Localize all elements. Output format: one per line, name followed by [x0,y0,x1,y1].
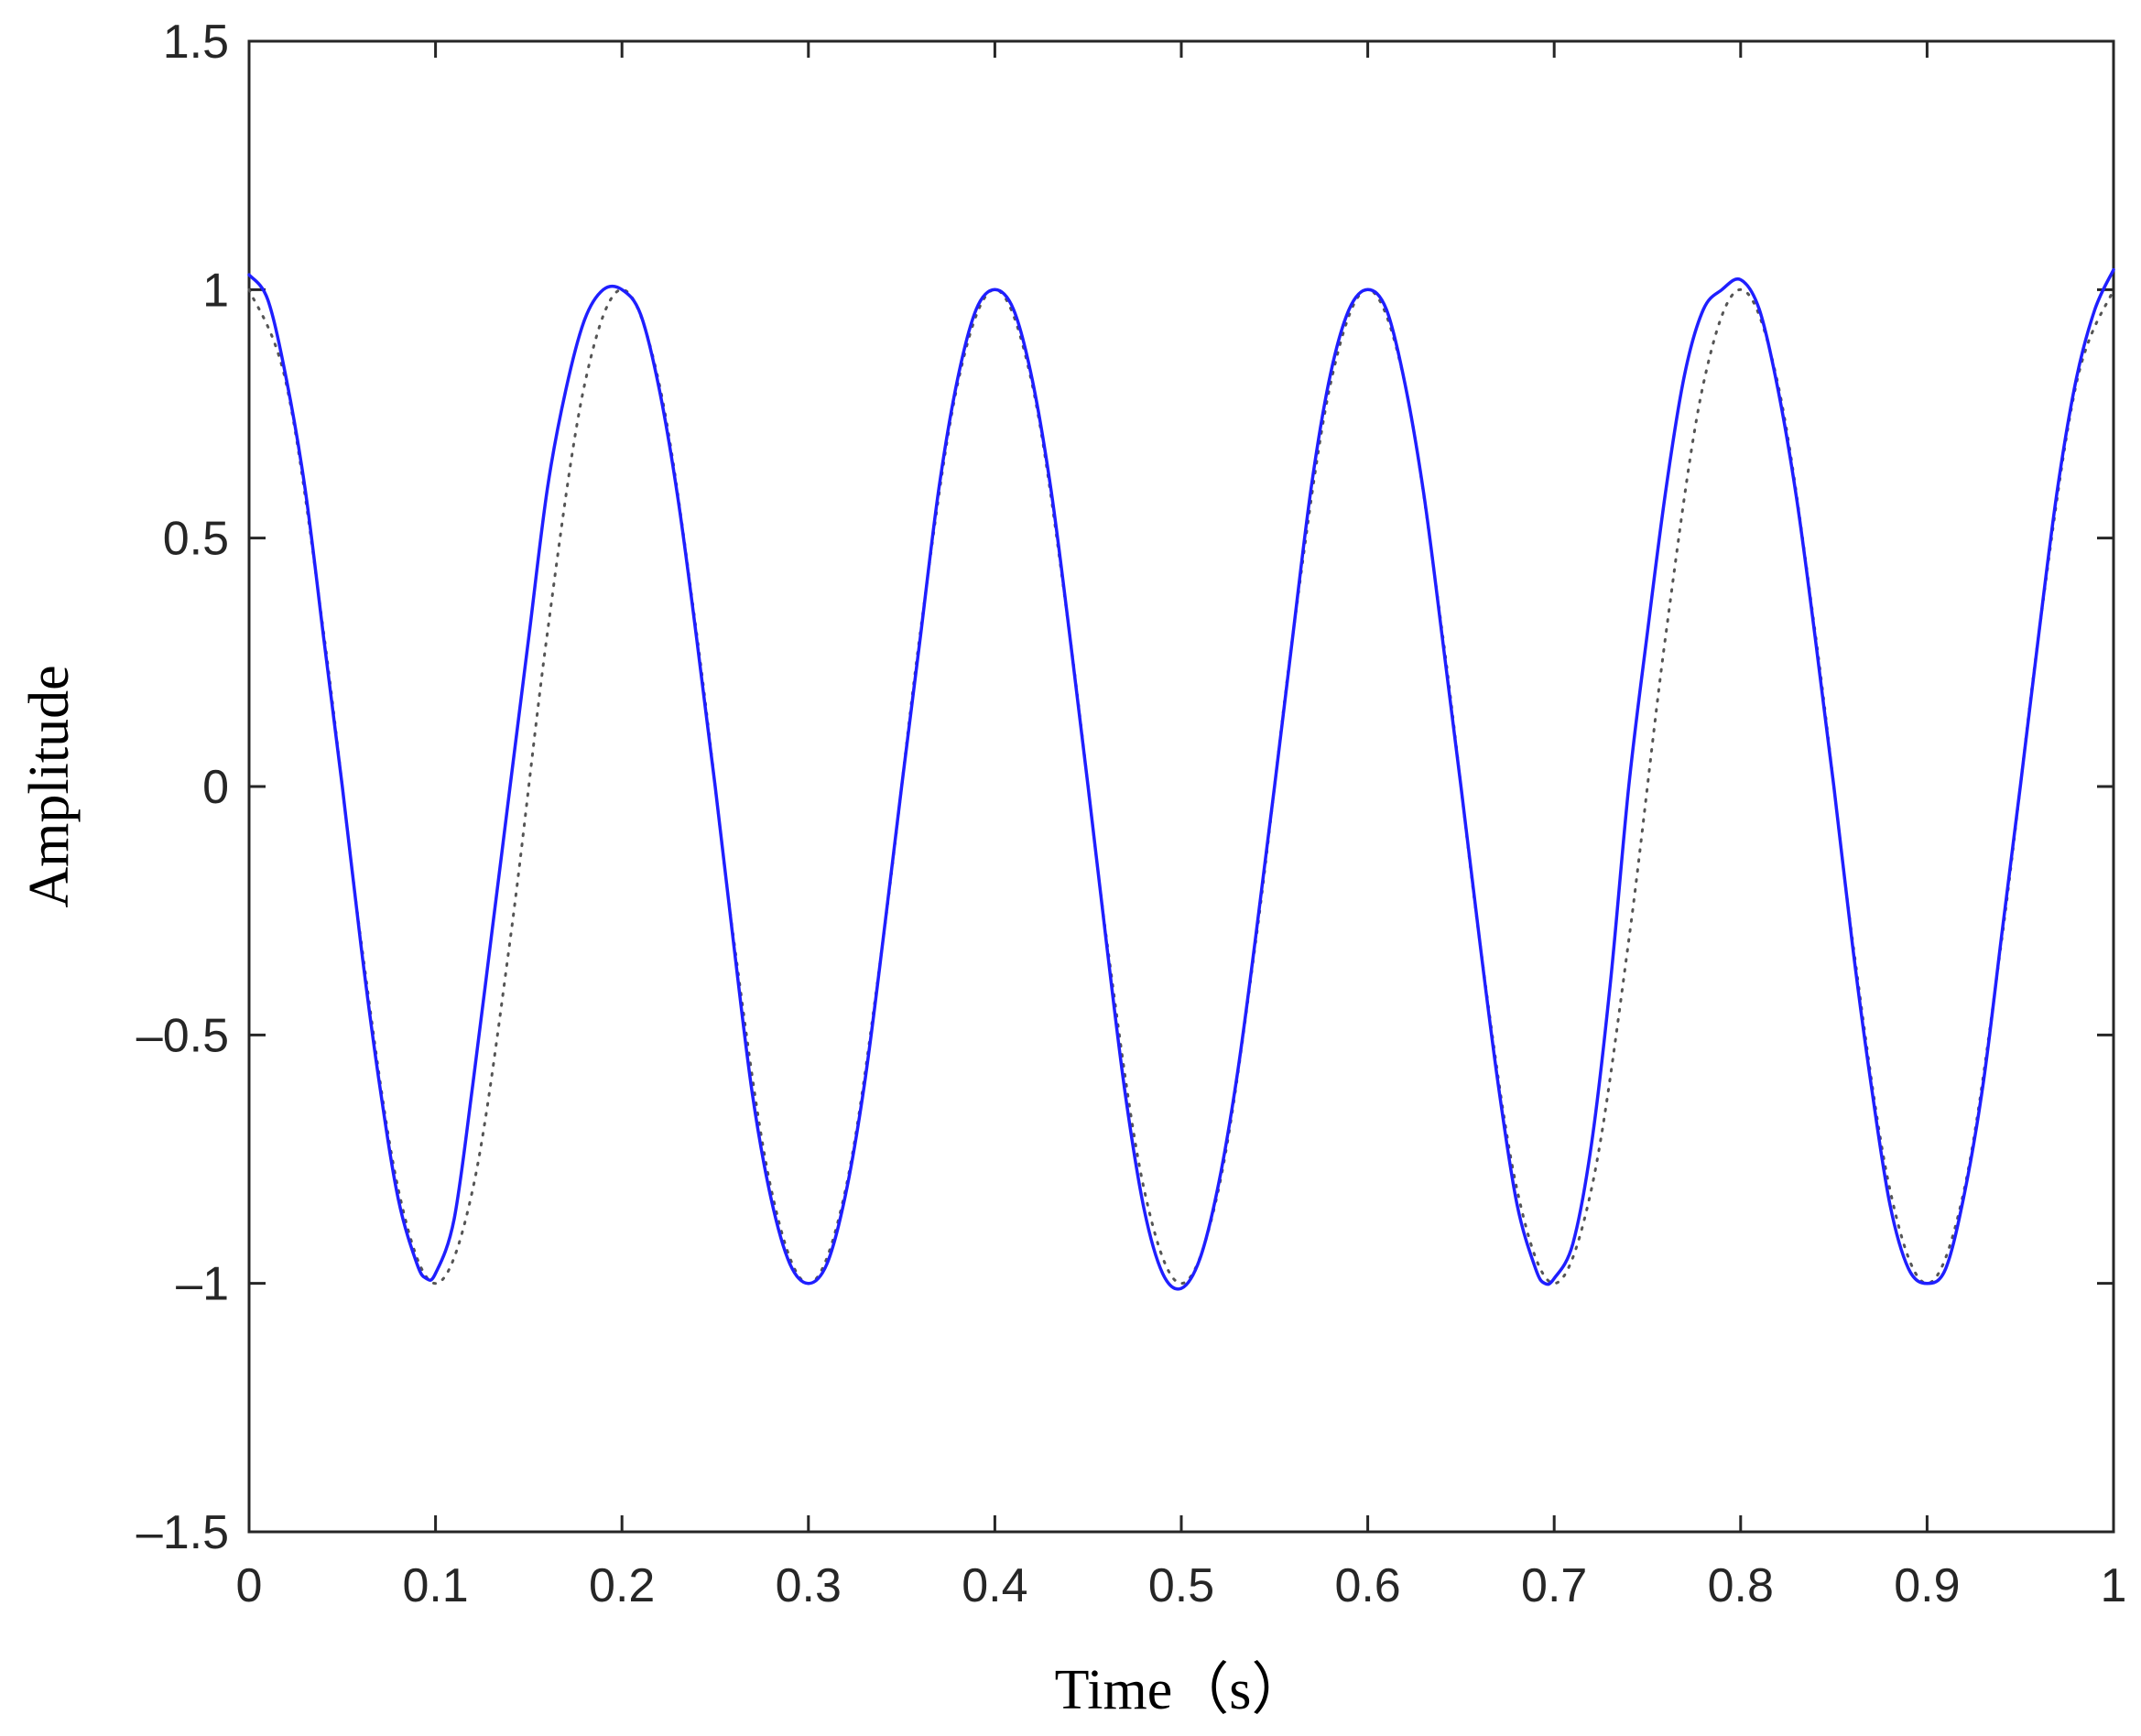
x-tick-label: 0.7 [1521,1559,1587,1612]
x-axis-title: Time（s） [1055,1659,1309,1721]
y-tick-label: 0 [202,761,229,814]
x-tick-label: 0 [236,1559,263,1612]
y-tick-label: –1.5 [136,1506,229,1559]
y-tick-label: –1 [176,1258,229,1311]
x-tick-label: 0.8 [1708,1559,1774,1612]
y-axis-title: Amplitude [18,665,81,907]
y-tick-label: 1.5 [163,16,229,69]
series-layer [247,267,2115,1291]
x-tick-label: 0.3 [776,1559,842,1612]
x-tick-label: 0.4 [962,1559,1027,1612]
y-axis-ticks: 1.5 1 0.5 0 –0.5 –1 –1.5 [136,16,2114,1559]
x-tick-label: 0.5 [1148,1559,1214,1612]
y-tick-label: 0.5 [163,513,229,566]
x-tick-label: 0.9 [1894,1559,1960,1612]
x-tick-label: 0.1 [402,1559,468,1612]
series-line-solid [247,267,2115,1291]
y-tick-label: –0.5 [136,1009,229,1062]
y-tick-label: 1 [202,264,229,317]
x-axis-ticks: 0 0.1 0.2 0.3 0.4 0.5 0.6 0.7 0.8 0.9 1 [236,41,2127,1612]
x-tick-label: 1 [2101,1559,2127,1612]
x-tick-label: 0.2 [589,1559,655,1612]
x-tick-label: 0.6 [1334,1559,1400,1612]
